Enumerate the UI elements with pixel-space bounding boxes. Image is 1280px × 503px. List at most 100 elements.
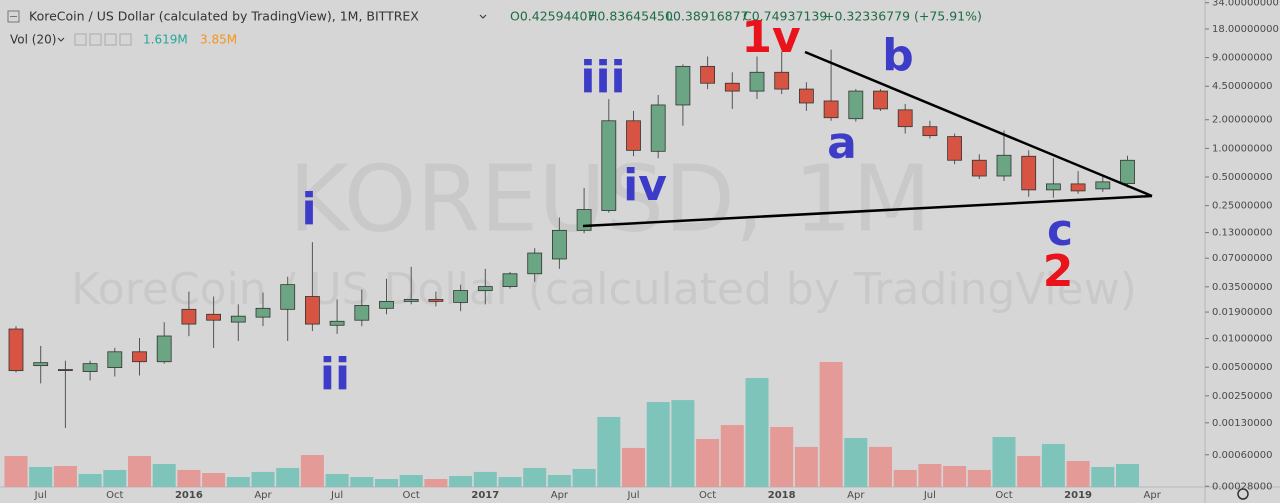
candle-body [156, 335, 172, 363]
watermark-description: KoreCoin / US Dollar (calculated by Trad… [71, 264, 1137, 315]
candle-body [280, 284, 296, 310]
candle-body [304, 296, 320, 325]
y-tick-label: 0.00250000 [1212, 391, 1272, 402]
candle-body [477, 286, 493, 291]
y-tick-label: 0.50000000 [1212, 172, 1272, 183]
x-tick-label: Oct [995, 490, 1012, 501]
y-tick-label: 4.50000000 [1212, 81, 1272, 92]
candle-body [379, 300, 394, 309]
x-tick-label: Oct [403, 490, 420, 501]
volume-bar [943, 465, 967, 487]
x-tick-label: Jul [626, 490, 639, 501]
candle-body [58, 369, 73, 371]
x-tick-label: 2017 [471, 490, 499, 501]
candle-body [799, 88, 814, 104]
candle-body [823, 100, 839, 119]
volume-bar [547, 474, 571, 487]
candle-body [453, 290, 469, 303]
candle-body [626, 120, 641, 151]
dropdown-chevron[interactable] [57, 37, 65, 42]
volume-bar [350, 476, 374, 487]
x-tick-label: Apr [1144, 490, 1162, 501]
volume-bar [498, 476, 522, 487]
x-tick-label: 2018 [768, 490, 796, 501]
symbol-title[interactable]: KoreCoin / US Dollar (calculated by Trad… [29, 9, 419, 24]
candle-body [1095, 181, 1111, 190]
trendline [582, 194, 1153, 228]
x-tick-label: Oct [699, 490, 716, 501]
candle-body [774, 71, 790, 90]
volume-bar [226, 476, 250, 487]
volume-bar [375, 479, 398, 487]
volume-bar [424, 479, 448, 487]
volume-bar [893, 469, 917, 487]
candle-body [354, 305, 370, 321]
y-tick-label: 0.00060000 [1212, 450, 1272, 461]
y-tick-label: 0.03500000 [1212, 282, 1272, 293]
volume-bar [794, 446, 818, 487]
candle-body [1120, 159, 1135, 185]
volume-bar [696, 438, 720, 487]
candle-body [947, 136, 962, 161]
candle-body [206, 313, 222, 321]
indicator-icon[interactable] [89, 33, 102, 46]
volume-bar [844, 437, 868, 487]
wave-label: b [882, 30, 914, 81]
candle-body [1021, 155, 1037, 191]
candle-body [873, 90, 888, 110]
volume-bar [103, 469, 127, 487]
volume-bar [1091, 466, 1115, 487]
volume-bar [992, 436, 1016, 487]
candle-body [601, 120, 617, 211]
candle-body [329, 320, 345, 326]
indicator-icon[interactable] [104, 33, 117, 46]
trendlines [582, 50, 1153, 228]
volume-bar [399, 474, 423, 487]
volume-bar [128, 456, 151, 487]
volume-bar [918, 463, 942, 487]
volume-bar [1041, 443, 1065, 487]
candle-body [552, 229, 567, 260]
volume-bar [572, 468, 596, 487]
volume-bar [967, 469, 991, 487]
trendline [804, 50, 1153, 198]
y-tick-label: 0.00028000 [1212, 481, 1272, 492]
candle-body [255, 307, 271, 318]
candle-body [897, 109, 913, 128]
volume-bar [4, 456, 28, 487]
candle-body [107, 351, 123, 369]
x-tick-label: Oct [106, 490, 123, 501]
y-tick-label: 0.01900000 [1212, 307, 1272, 318]
dropdown-chevron[interactable] [479, 14, 487, 19]
wave-label: i [301, 184, 316, 235]
volume-bar [819, 361, 843, 487]
volume-bar [770, 427, 794, 487]
indicator-icon[interactable] [119, 33, 132, 46]
y-tick-label: 18.00000000 [1212, 24, 1279, 35]
indicator-icon[interactable] [74, 33, 87, 46]
x-tick-label: Jul [34, 490, 47, 501]
volume-bar [622, 447, 645, 487]
open-value: O0.42594407 [510, 9, 595, 24]
candle-body [848, 90, 864, 120]
volume-bar [300, 455, 324, 487]
y-tick-label: 0.00500000 [1212, 362, 1272, 373]
wave-label: iii [580, 52, 625, 103]
volume-bar [745, 378, 769, 487]
candle-body [502, 273, 518, 287]
wave-label: iv [623, 160, 667, 211]
settings-icon[interactable] [1237, 488, 1249, 500]
volume-bar [152, 463, 176, 487]
wave-label: a [827, 118, 857, 169]
candle-body [428, 299, 444, 302]
y-tick-label: 34.00000000 [1212, 0, 1279, 9]
volume-title[interactable]: Vol (20) [10, 33, 56, 47]
volume-bar [53, 465, 77, 487]
volume-bar [671, 400, 695, 487]
collapse-icon[interactable] [7, 10, 20, 23]
y-tick-label: 0.01000000 [1212, 334, 1272, 345]
candle-body [922, 126, 938, 137]
y-tick-label: 0.07000000 [1212, 253, 1272, 264]
volume-last: 1.619M [143, 33, 188, 47]
